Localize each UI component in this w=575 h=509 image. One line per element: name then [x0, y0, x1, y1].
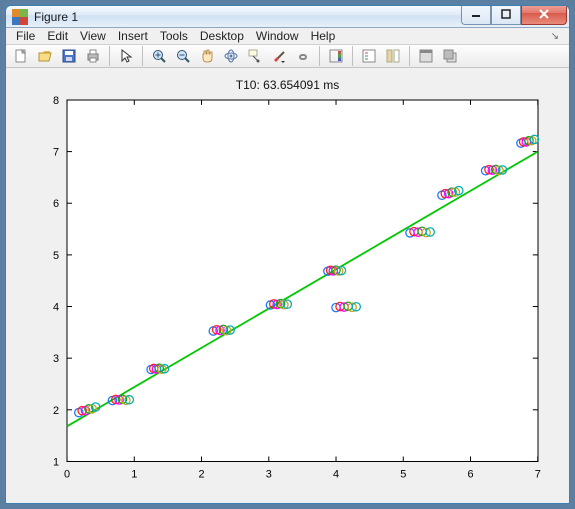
close-icon [538, 9, 550, 19]
tb-sep-4 [352, 46, 353, 66]
plot-area: T10: 63.654091 ms 0123456712345678 [6, 68, 569, 503]
figure-window: Figure 1 File Edit View Insert Tools Des… [5, 5, 570, 504]
svg-text:3: 3 [266, 468, 272, 480]
svg-text:2: 2 [53, 405, 59, 417]
pan-icon [199, 48, 215, 64]
svg-text:6: 6 [53, 198, 59, 210]
tb-open[interactable] [34, 45, 56, 67]
zoom-in-icon [151, 48, 167, 64]
tb-layout[interactable] [382, 45, 404, 67]
axes[interactable]: 0123456712345678 [18, 94, 557, 489]
datacursor-icon [247, 48, 263, 64]
menu-edit[interactable]: Edit [41, 29, 74, 43]
menu-window[interactable]: Window [250, 29, 305, 43]
menu-desktop[interactable]: Desktop [194, 29, 250, 43]
link-icon [295, 48, 311, 64]
maximize-icon [501, 9, 511, 19]
menu-tools[interactable]: Tools [154, 29, 194, 43]
brush-icon [271, 48, 287, 64]
minimize-icon [471, 9, 481, 19]
tb-sep-5 [409, 46, 410, 66]
svg-text:2: 2 [198, 468, 204, 480]
dock-icon [418, 48, 434, 64]
rotate3d-icon [223, 48, 239, 64]
menu-file[interactable]: File [10, 29, 41, 43]
svg-text:5: 5 [400, 468, 406, 480]
svg-text:8: 8 [53, 95, 59, 107]
tb-pointer[interactable] [115, 45, 137, 67]
menu-dock-glyph[interactable]: ↘ [545, 31, 565, 42]
close-button[interactable] [521, 5, 567, 25]
svg-text:4: 4 [333, 468, 339, 480]
axes-container: 0123456712345678 [18, 94, 557, 489]
print-icon [85, 48, 101, 64]
titlebar[interactable]: Figure 1 [6, 6, 569, 28]
plot-title: T10: 63.654091 ms [18, 78, 557, 92]
tb-print[interactable] [82, 45, 104, 67]
legend-icon [361, 48, 377, 64]
pointer-icon [118, 48, 134, 64]
tb-zoom-out[interactable] [172, 45, 194, 67]
tb-sep-3 [319, 46, 320, 66]
svg-text:1: 1 [53, 456, 59, 468]
menu-view[interactable]: View [74, 29, 112, 43]
tb-sep-1 [109, 46, 110, 66]
tb-dock[interactable] [415, 45, 437, 67]
svg-text:7: 7 [53, 146, 59, 158]
tb-zoom-in[interactable] [148, 45, 170, 67]
tb-link[interactable] [292, 45, 314, 67]
tb-datacursor[interactable] [244, 45, 266, 67]
minimize-button[interactable] [461, 5, 491, 25]
zoom-out-icon [175, 48, 191, 64]
menubar: File Edit View Insert Tools Desktop Wind… [6, 28, 569, 44]
undock-icon [442, 48, 458, 64]
open-icon [37, 48, 53, 64]
tb-insert-legend[interactable] [358, 45, 380, 67]
window-controls [461, 5, 567, 24]
svg-text:5: 5 [53, 250, 59, 262]
matlab-icon [12, 9, 28, 25]
maximize-button[interactable] [491, 5, 521, 25]
window-title: Figure 1 [34, 10, 461, 24]
menu-insert[interactable]: Insert [112, 29, 154, 43]
svg-text:4: 4 [53, 301, 59, 313]
tb-rotate3d[interactable] [220, 45, 242, 67]
colorbar-icon [328, 48, 344, 64]
svg-text:6: 6 [467, 468, 473, 480]
new-icon [13, 48, 29, 64]
svg-text:0: 0 [64, 468, 70, 480]
toolbar [6, 45, 569, 68]
svg-text:7: 7 [535, 468, 541, 480]
tb-new[interactable] [10, 45, 32, 67]
svg-text:3: 3 [53, 353, 59, 365]
tb-save[interactable] [58, 45, 80, 67]
menu-help[interactable]: Help [305, 29, 342, 43]
layout-icon [385, 48, 401, 64]
tb-undock[interactable] [439, 45, 461, 67]
tb-pan[interactable] [196, 45, 218, 67]
svg-text:1: 1 [131, 468, 137, 480]
tb-brush[interactable] [268, 45, 290, 67]
tb-insert-colorbar[interactable] [325, 45, 347, 67]
tb-sep-2 [142, 46, 143, 66]
save-icon [61, 48, 77, 64]
